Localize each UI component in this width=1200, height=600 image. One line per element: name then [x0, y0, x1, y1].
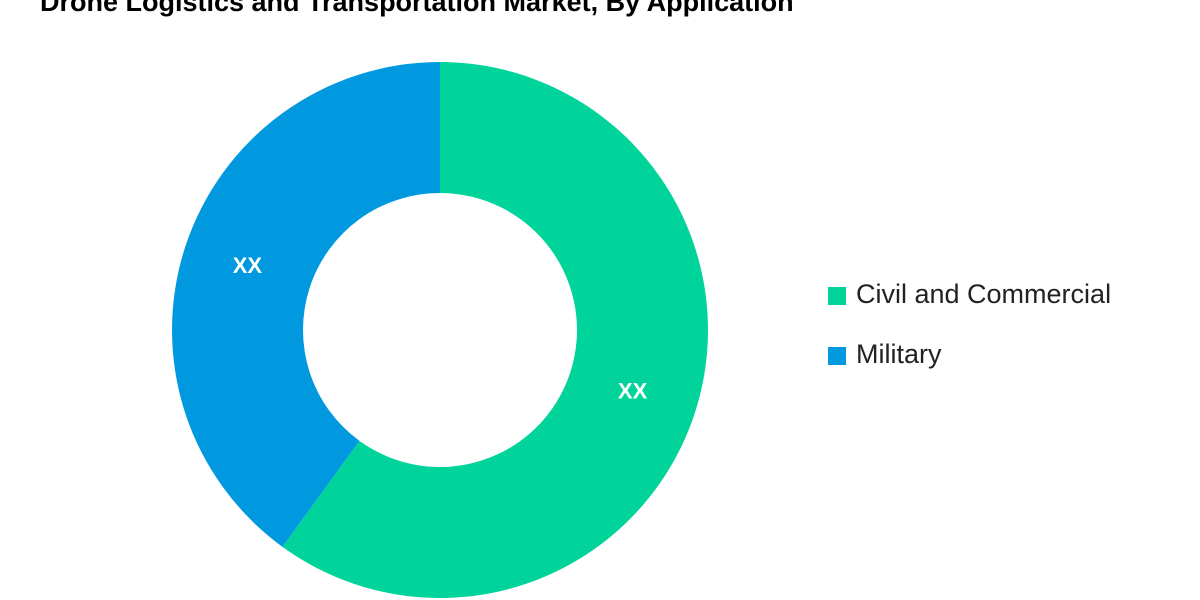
legend-text: Civil and Commercial	[856, 279, 1111, 309]
chart-title: Drone Logistics and Transportation Marke…	[40, 0, 794, 17]
legend-swatch	[828, 347, 846, 365]
legend-swatch	[828, 287, 846, 305]
value-label: XX	[618, 378, 648, 403]
donut-slice	[282, 62, 709, 598]
value-label: XX	[233, 253, 263, 278]
legend-text: Military	[856, 339, 942, 369]
donut-slice	[172, 62, 440, 547]
